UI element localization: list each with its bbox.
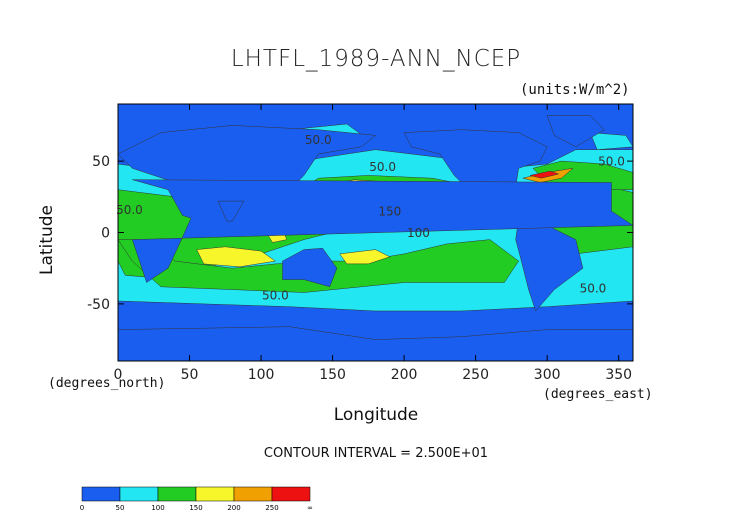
land-south-america — [515, 217, 584, 312]
land-greenland — [546, 115, 605, 148]
units-label: (units:W/m^2) — [520, 82, 630, 98]
x-axis-label: Longitude — [333, 405, 419, 425]
contour-label: 50.0 — [598, 154, 625, 168]
x-unit-label: (degrees_east) — [543, 387, 653, 402]
contour-label: 100 — [407, 226, 430, 240]
x-tick-label: 200 — [391, 367, 418, 383]
contour-label: 50.0 — [369, 160, 396, 174]
colorbar-tick-label: 100 — [151, 504, 164, 512]
y-unit-label: (degrees_north) — [48, 376, 166, 391]
x-tick-label: 100 — [248, 367, 275, 383]
chart-title: LHTFL_1989-ANN_NCEP — [230, 46, 522, 72]
colorbar-tick-label: 250 — [265, 504, 278, 512]
colorbar-tick-label: 50 — [116, 504, 125, 512]
colorbar-swatch — [271, 486, 311, 502]
x-tick-label: 50 — [181, 367, 199, 383]
colorbar-tick-label: 200 — [227, 504, 240, 512]
contour-label: 150 — [378, 204, 401, 218]
contour-label: 50.0 — [305, 133, 332, 147]
x-tick-label: 250 — [462, 367, 489, 383]
colorbar-swatch — [195, 486, 235, 502]
field-band-150-southpacific — [339, 249, 391, 265]
contour-interval-text: CONTOUR INTERVAL = 2.500E+01 — [263, 446, 489, 461]
colorbar-swatch — [119, 486, 159, 502]
x-tick-label: 350 — [605, 367, 632, 383]
land-australia — [282, 247, 338, 288]
field-band-250-gulfstream — [529, 170, 560, 179]
colorbar-tick-label: 0 — [80, 504, 84, 512]
x-tick-label: 300 — [534, 367, 561, 383]
y-tick-label: -50 — [87, 297, 110, 313]
contour-label: 50.0 — [580, 281, 607, 295]
x-tick-label: 0 — [114, 367, 123, 383]
y-tick-label: 50 — [92, 154, 110, 170]
contour-label: 50.0 — [262, 289, 289, 303]
colorbar-swatch — [157, 486, 197, 502]
land-india — [217, 200, 245, 222]
colorbar-tick-label: 150 — [189, 504, 202, 512]
field-band-150-indian — [196, 246, 277, 268]
colorbar-swatch — [81, 486, 121, 502]
colorbar-tick-label: ∞ — [307, 504, 313, 512]
y-tick-label: 0 — [101, 226, 110, 242]
colorbar-swatch — [233, 486, 273, 502]
x-tick-label: 150 — [319, 367, 346, 383]
contour-label: 50.0 — [116, 203, 143, 217]
